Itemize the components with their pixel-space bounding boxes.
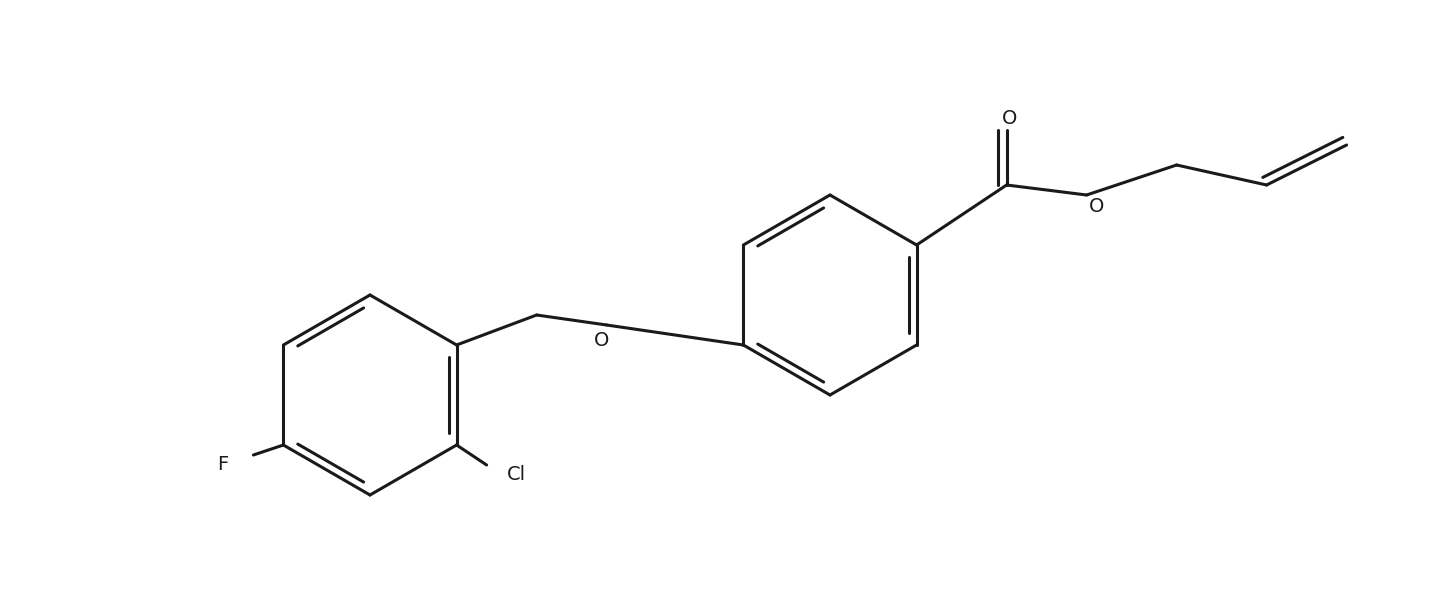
Text: Cl: Cl bbox=[506, 466, 526, 485]
Text: O: O bbox=[1002, 108, 1017, 127]
Text: O: O bbox=[1089, 197, 1104, 216]
Text: O: O bbox=[594, 330, 610, 349]
Text: F: F bbox=[217, 456, 229, 475]
